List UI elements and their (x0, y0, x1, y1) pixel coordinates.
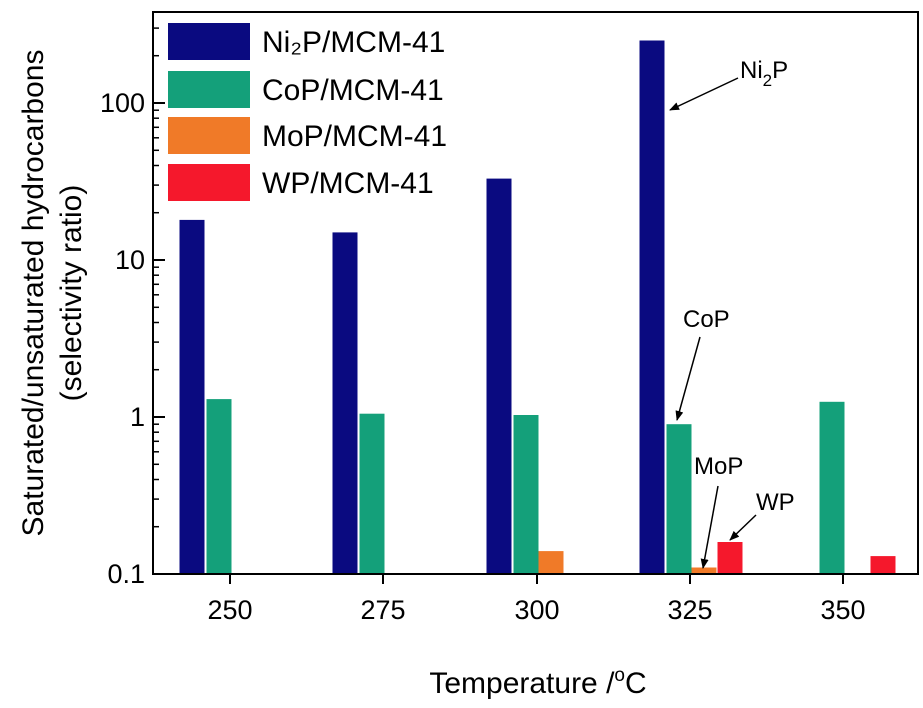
annotation-wp: WP (756, 489, 795, 516)
bar-ni2p-250 (179, 219, 205, 574)
legend-swatch-wp (168, 164, 250, 201)
legend-label-cop: CoP/MCM-41 (262, 74, 444, 107)
legend-label-mop: MoP/MCM-41 (262, 120, 447, 153)
y-tick-label: 100 (100, 88, 145, 118)
legend-label-ni2p: Ni₂P/MCM-41 (262, 26, 445, 59)
y-tick-label: 0.1 (107, 559, 145, 589)
y-axis-title-line1: Saturated/unsaturated hydrocarbons (17, 50, 50, 537)
x-tick-label: 325 (667, 595, 712, 625)
annotation-arrow-mop (700, 485, 719, 569)
y-tick-label: 1 (130, 402, 145, 432)
annotation-ni2p: Ni2P (740, 57, 788, 90)
bar-wp-350 (870, 556, 896, 574)
x-tick-label: 350 (820, 595, 865, 625)
bar-wp-325 (717, 542, 743, 574)
x-tick-label: 300 (514, 595, 559, 625)
legend: Ni₂P/MCM-41 CoP/MCM-41 MoP/MCM-41 WP/MCM… (168, 23, 447, 201)
bar-cop-350 (819, 401, 845, 574)
legend-swatch-mop (168, 117, 250, 154)
annotation-arrow-ni2p (669, 77, 739, 111)
plot-frame (152, 11, 919, 575)
bar-ni2p-300 (486, 178, 512, 574)
x-tick-label: 275 (360, 595, 405, 625)
bar-ni2p-275 (332, 232, 358, 574)
y-axis-title-line2: (selectivity ratio) (55, 185, 88, 402)
bar-mop-300 (538, 551, 564, 574)
y-axis-title: Saturated/unsaturated hydrocarbons (sele… (17, 50, 88, 537)
bar-mop-325 (691, 567, 717, 574)
legend-label-wp: WP/MCM-41 (262, 167, 434, 200)
legend-swatch-cop (168, 71, 250, 108)
bar-ni2p-325 (639, 40, 665, 574)
bar-cop-325 (666, 424, 692, 574)
annotations: Ni2P CoP MoP WP (669, 57, 795, 569)
legend-swatch-ni2p (168, 23, 250, 60)
annotation-arrow-cop (675, 336, 701, 421)
x-tick-label: 250 (207, 595, 252, 625)
bar-cop-250 (206, 399, 232, 574)
annotation-arrow-wp (729, 514, 757, 541)
bar-cop-275 (359, 413, 385, 574)
ticks-group: 0.1 1 10 100 250 275 300 325 350 (100, 27, 866, 625)
annotation-mop: MoP (694, 453, 743, 480)
bar-cop-300 (513, 415, 539, 574)
annotation-cop: CoP (683, 306, 730, 333)
y-tick-label: 10 (115, 245, 145, 275)
x-axis-title: Temperature /oC (429, 665, 646, 700)
bars-group (179, 40, 896, 574)
